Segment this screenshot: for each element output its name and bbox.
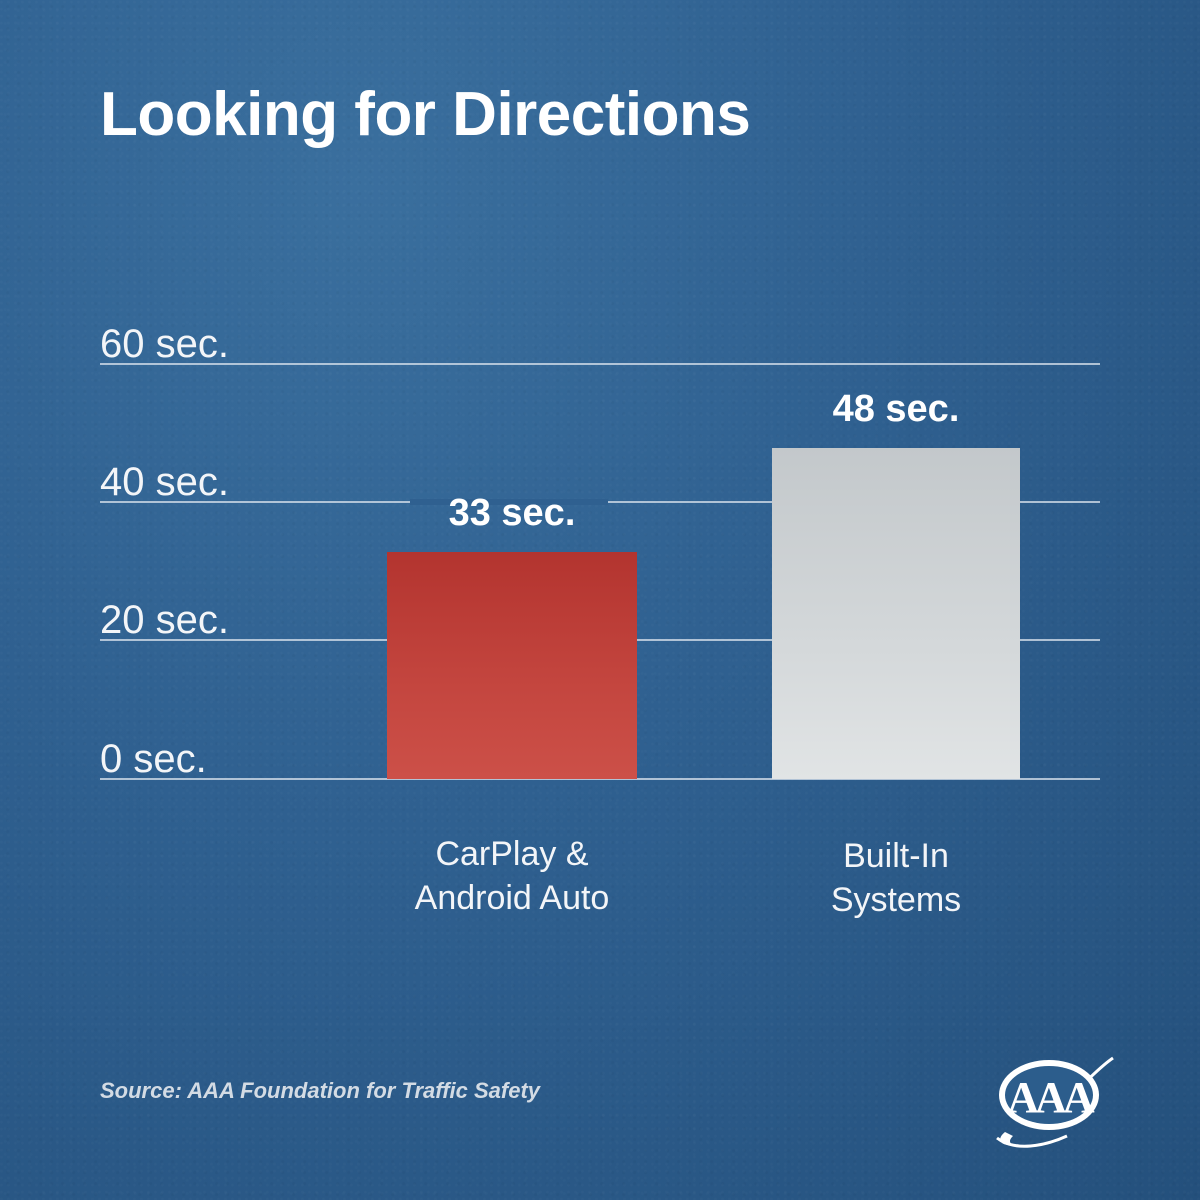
category-label-carplay: CarPlay & Android Auto: [362, 832, 662, 920]
bar-carplay-android-auto: [387, 552, 637, 779]
y-tick-0: 0 sec.: [100, 737, 207, 781]
category-label-built-in: Built-In Systems: [746, 834, 1046, 922]
category-label-line1: CarPlay &: [435, 835, 589, 873]
chart-title: Looking for Directions: [100, 80, 751, 149]
y-tick-20: 20 sec.: [100, 598, 229, 642]
source-note: Source: AAA Foundation for Traffic Safet…: [100, 1078, 541, 1103]
category-label-line2: Systems: [830, 881, 962, 919]
y-tick-60: 60 sec.: [100, 322, 229, 366]
value-label-built-in: 48 sec.: [832, 388, 960, 430]
category-label-line1: Built-In: [843, 837, 949, 875]
value-label-carplay: 33 sec.: [448, 492, 576, 534]
category-label-line2: Android Auto: [414, 879, 610, 917]
y-tick-40: 40 sec.: [100, 460, 229, 504]
gridline-60: [100, 363, 1100, 365]
aaa-logo-icon: AAA: [985, 1040, 1125, 1155]
label-gap: [410, 499, 608, 505]
aaa-logo-text: AAA: [1007, 1073, 1095, 1122]
gridline-0: [100, 778, 1100, 780]
bar-built-in-systems: [772, 448, 1020, 779]
